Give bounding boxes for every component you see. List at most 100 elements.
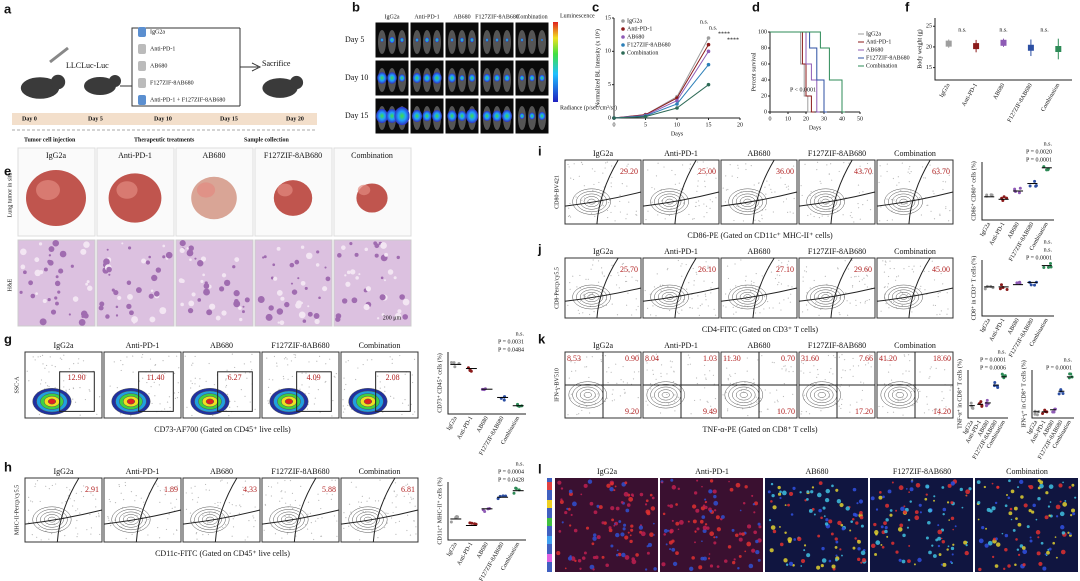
event <box>159 490 161 492</box>
if-cell <box>587 479 593 484</box>
event <box>935 408 937 410</box>
contour <box>194 509 226 531</box>
point <box>675 98 679 103</box>
bl-signal <box>459 74 465 82</box>
event <box>857 207 860 209</box>
line <box>613 84 709 119</box>
event <box>217 505 219 507</box>
if-cell <box>947 483 952 488</box>
event <box>919 390 921 392</box>
he-cell <box>180 302 184 307</box>
if-cell <box>861 557 867 563</box>
if-cell <box>1015 517 1018 521</box>
mouse-icon <box>262 78 298 98</box>
survival-curve <box>770 31 845 113</box>
event <box>909 172 911 175</box>
event <box>61 502 63 504</box>
event <box>606 209 609 212</box>
he-cell <box>188 300 195 307</box>
event <box>870 366 872 368</box>
group-label: IgG2a <box>54 341 74 350</box>
event <box>308 361 310 363</box>
gate-value: 12.90 <box>68 373 86 382</box>
bl-signal <box>424 37 430 43</box>
event <box>923 412 926 414</box>
event <box>229 400 231 402</box>
event <box>886 198 888 200</box>
p-value: n.s. <box>516 461 525 467</box>
event <box>325 363 327 365</box>
event <box>620 379 622 381</box>
group-label: F127ZIF-8AB680 <box>808 149 866 158</box>
event <box>893 267 895 270</box>
gate-value: 1.89 <box>164 485 178 494</box>
event <box>734 372 736 375</box>
event <box>90 533 92 535</box>
contour <box>891 193 916 210</box>
if-cell <box>914 515 920 521</box>
category-label: AB680 <box>1007 222 1021 240</box>
event <box>208 512 211 514</box>
event <box>221 479 223 481</box>
event <box>626 280 628 283</box>
event <box>109 521 111 523</box>
if-cell <box>857 539 861 544</box>
event <box>154 395 156 397</box>
if-cell <box>1017 553 1021 557</box>
if-cell <box>787 503 790 507</box>
if-cell <box>830 532 834 536</box>
event <box>759 312 761 314</box>
event <box>784 365 786 367</box>
if-cell <box>608 528 613 533</box>
event <box>626 185 628 187</box>
he-cell <box>72 296 79 302</box>
event <box>615 363 617 365</box>
event <box>73 500 75 502</box>
event <box>242 494 244 496</box>
he-cell <box>162 255 166 259</box>
x-tick-label: 50 <box>857 116 863 122</box>
he-cell <box>300 301 304 305</box>
legend-label: Anti-PD-1 <box>866 39 891 45</box>
event <box>653 286 656 288</box>
event <box>842 369 844 371</box>
event <box>646 362 648 364</box>
contour <box>732 191 764 213</box>
if-cell <box>940 537 943 540</box>
event <box>697 200 700 202</box>
event <box>612 389 614 391</box>
event <box>901 305 903 307</box>
event <box>787 188 790 190</box>
he-cell <box>376 317 380 320</box>
if-cell <box>855 521 859 525</box>
panel-letter: h <box>4 459 12 474</box>
if-cell <box>615 532 620 538</box>
if-cell <box>942 562 947 567</box>
he-cell <box>346 270 351 275</box>
event <box>622 262 624 265</box>
if-cell <box>739 509 742 512</box>
point <box>706 42 711 47</box>
event <box>899 209 902 211</box>
he-cell <box>219 286 225 292</box>
event <box>774 401 776 403</box>
event <box>269 393 271 395</box>
y-tick-label: 5 <box>608 82 611 88</box>
group-label: AB680 <box>210 467 233 476</box>
if-cell <box>1007 564 1011 568</box>
event <box>586 356 588 358</box>
contour <box>657 193 682 210</box>
if-cell <box>613 524 616 527</box>
x-tick-label: 40 <box>839 116 845 122</box>
event <box>777 410 780 412</box>
event <box>697 307 699 309</box>
event <box>800 361 803 363</box>
replicate <box>990 193 994 197</box>
group-label: Anti-PD-1 <box>414 14 439 20</box>
event <box>217 501 219 504</box>
if-cell <box>574 559 577 563</box>
event <box>741 306 743 308</box>
event <box>377 375 379 377</box>
event <box>779 274 781 277</box>
if-cell <box>667 529 670 532</box>
